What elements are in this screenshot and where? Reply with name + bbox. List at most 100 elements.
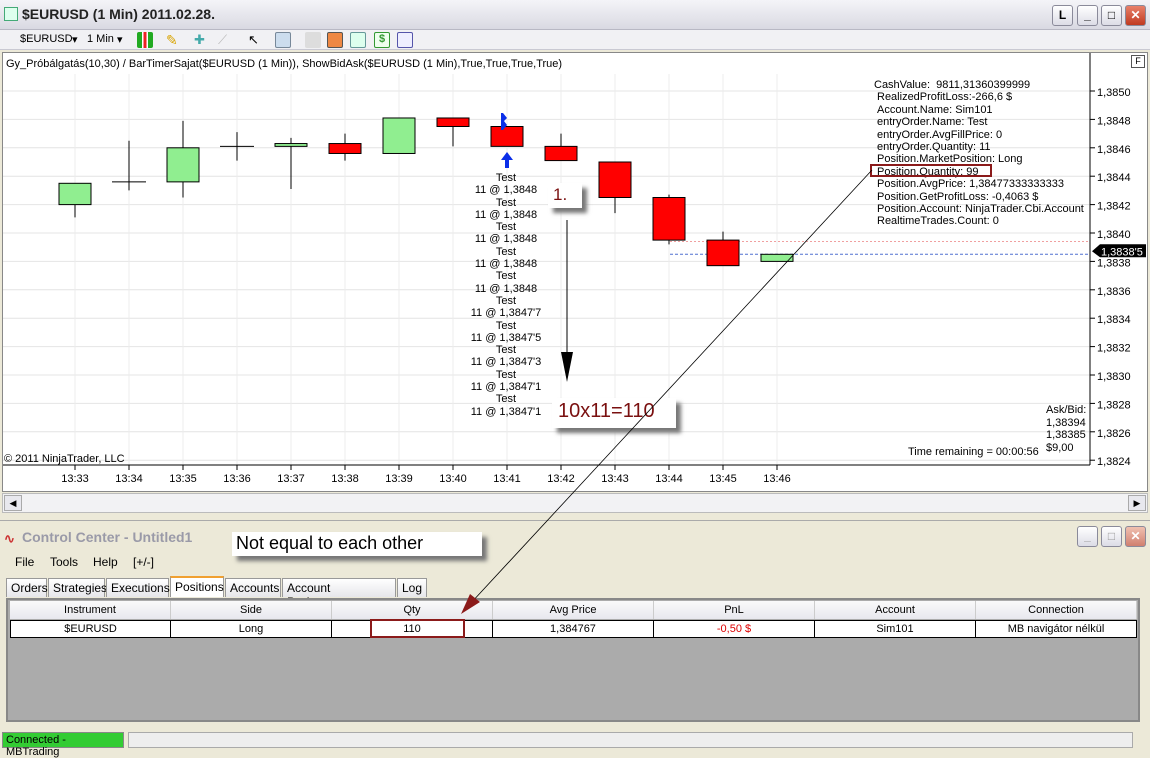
instrument-dropdown-icon[interactable]: ▾ xyxy=(72,34,78,46)
cc-maximize-button[interactable]: □ xyxy=(1101,526,1122,547)
bid-value: 1,38385 xyxy=(1046,429,1086,441)
y-tick-label: 1,3846 xyxy=(1097,144,1131,156)
trade-label: 11 @ 1,3848 xyxy=(474,233,538,246)
column-header-account[interactable]: Account xyxy=(815,601,976,619)
remove-indicator-icon[interactable]: ⟋ xyxy=(218,32,228,47)
scroll-left-button[interactable]: ◀ xyxy=(4,495,22,511)
column-header-instrument[interactable]: Instrument xyxy=(10,601,171,619)
chart-app-icon xyxy=(4,7,18,21)
last-price-label: 1,3838'5 xyxy=(1101,246,1143,258)
instrument-selector[interactable]: $EURUSD xyxy=(20,33,73,45)
y-tick-label: 1,3824 xyxy=(1097,456,1131,468)
position-quantity-highlight xyxy=(870,164,992,177)
column-header-side[interactable]: Side xyxy=(171,601,332,619)
chart-horizontal-scrollbar[interactable]: ◀ ▶ xyxy=(2,493,1148,513)
chart-title-bar: $EURUSD (1 Min) 2011.02.28. L _ □ ✕ xyxy=(0,0,1150,30)
control-center-icon: ∿ xyxy=(4,531,15,546)
candle-body xyxy=(328,143,362,154)
x-tick-label: 13:44 xyxy=(655,473,683,485)
position-cell-side[interactable]: Long xyxy=(171,620,332,638)
position-cell-avg-price[interactable]: 1,384767 xyxy=(493,620,654,638)
position-cell-account[interactable]: Sim101 xyxy=(815,620,976,638)
ask-bid-panel: Ask/Bid: 1,38394 1,38385 $9,00 xyxy=(1046,404,1086,454)
candle-body xyxy=(436,117,470,128)
y-tick-label: 1,3842 xyxy=(1097,201,1131,213)
f-button[interactable]: F xyxy=(1131,55,1145,68)
ask-value: 1,38394 xyxy=(1046,416,1086,429)
close-button[interactable]: ✕ xyxy=(1125,5,1146,26)
column-header-qty[interactable]: Qty xyxy=(332,601,493,619)
status-bar: Connected - MBTrading xyxy=(2,732,1148,758)
pencil-icon[interactable]: ✎ xyxy=(166,32,178,48)
position-cell-pnl[interactable]: -0,50 $ xyxy=(654,620,815,638)
control-center-title: Control Center - Untitled1 xyxy=(22,529,193,545)
trade-label: Test xyxy=(495,344,517,357)
cc-minimize-button[interactable]: _ xyxy=(1077,526,1098,547)
column-header-pnl[interactable]: PnL xyxy=(654,601,815,619)
trade-label: 11 @ 1,3847'1 xyxy=(470,381,542,394)
tab-log[interactable]: Log xyxy=(397,578,427,597)
info-line: entryOrder.Name: Test xyxy=(877,116,988,129)
trade-label: Test xyxy=(495,319,517,332)
add-indicator-icon[interactable]: ✚ xyxy=(194,32,205,47)
time-remaining: Time remaining = 00:00:56 xyxy=(908,446,1039,458)
x-tick-label: 13:39 xyxy=(385,473,413,485)
chart-toolbar: $EURUSD ▾ 1 Min ▾ ✎ ✚ ⟋ ↖ $ xyxy=(0,30,1150,50)
tab-strategies[interactable]: Strategies xyxy=(48,578,107,597)
strategy-icon[interactable] xyxy=(327,32,343,48)
y-tick-label: 1,3848 xyxy=(1097,115,1131,127)
interval-selector[interactable]: 1 Min xyxy=(87,33,114,45)
x-tick-label: 13:34 xyxy=(115,473,143,485)
y-tick-label: 1,3834 xyxy=(1097,314,1131,326)
y-tick-label: 1,3840 xyxy=(1097,229,1131,241)
x-tick-label: 13:46 xyxy=(763,473,791,485)
candle-body xyxy=(706,239,740,267)
column-header-connection[interactable]: Connection xyxy=(976,601,1137,619)
bars-icon[interactable] xyxy=(305,32,321,48)
info-line: Position.AvgPrice: 1,38477333333333 xyxy=(877,178,1064,191)
column-header-avg-price[interactable]: Avg Price xyxy=(493,601,654,619)
strategy-info-panel: CashValue: 9811,31360399999 RealizedProfi… xyxy=(874,79,1084,228)
entry-marker-icon xyxy=(501,113,507,130)
position-cell-instrument[interactable]: $EURUSD xyxy=(10,620,171,638)
position-cell-connection[interactable]: MB navigátor nélkül xyxy=(976,620,1137,638)
y-tick-label: 1,3838 xyxy=(1097,257,1131,269)
menu-help[interactable]: Help xyxy=(93,555,118,569)
candlestick-icon[interactable] xyxy=(137,32,153,48)
pointer-icon[interactable]: ↖ xyxy=(248,32,259,47)
interval-dropdown-icon[interactable]: ▾ xyxy=(117,34,123,46)
trade-label: Test xyxy=(495,245,517,258)
x-tick-label: 13:37 xyxy=(277,473,305,485)
calc-callout: 10x11=110 xyxy=(552,398,676,428)
menu-plus-minus[interactable]: [+/-] xyxy=(133,555,155,569)
candle-body xyxy=(544,145,578,162)
menu-tools[interactable]: Tools xyxy=(50,555,79,569)
chart-icon[interactable] xyxy=(350,32,366,48)
indicator-label: Gy_Próbálgatás(10,30) / BarTimerSajat($E… xyxy=(6,58,563,70)
maximize-button[interactable]: □ xyxy=(1101,5,1122,26)
dollar-icon[interactable]: $ xyxy=(374,32,390,48)
info-line: entryOrder.Quantity: 11 xyxy=(877,141,991,154)
tab-accounts[interactable]: Accounts xyxy=(225,578,281,597)
candle-body xyxy=(490,126,524,147)
qty-highlight xyxy=(370,619,465,638)
info-line: Position.MarketPosition: Long xyxy=(877,153,1023,166)
trade-label: Test xyxy=(495,270,517,283)
trade-labels: Test 11 @ 1,3848 Test 11 @ 1,3848 Test 11 @ 1… xyxy=(460,172,552,418)
status-message-area xyxy=(128,732,1133,748)
tab-positions[interactable]: Positions xyxy=(170,576,224,597)
zoom-icon[interactable] xyxy=(275,32,291,48)
candle-body xyxy=(274,143,308,147)
tab-orders[interactable]: Orders xyxy=(6,578,48,597)
scroll-right-button[interactable]: ▶ xyxy=(1128,495,1146,511)
menu-file[interactable]: File xyxy=(15,555,35,569)
minimize-button[interactable]: _ xyxy=(1077,5,1098,26)
properties-icon[interactable] xyxy=(397,32,413,48)
link-button[interactable]: L xyxy=(1052,5,1073,26)
trade-label: 11 @ 1,3848 xyxy=(474,258,538,271)
trade-label: Test xyxy=(495,294,517,307)
cc-close-button[interactable]: ✕ xyxy=(1125,526,1146,547)
buy-arrow-icon xyxy=(501,152,513,168)
tab-executions[interactable]: Executions xyxy=(106,578,170,597)
tab-account-performance[interactable]: Account Performance xyxy=(282,578,396,609)
